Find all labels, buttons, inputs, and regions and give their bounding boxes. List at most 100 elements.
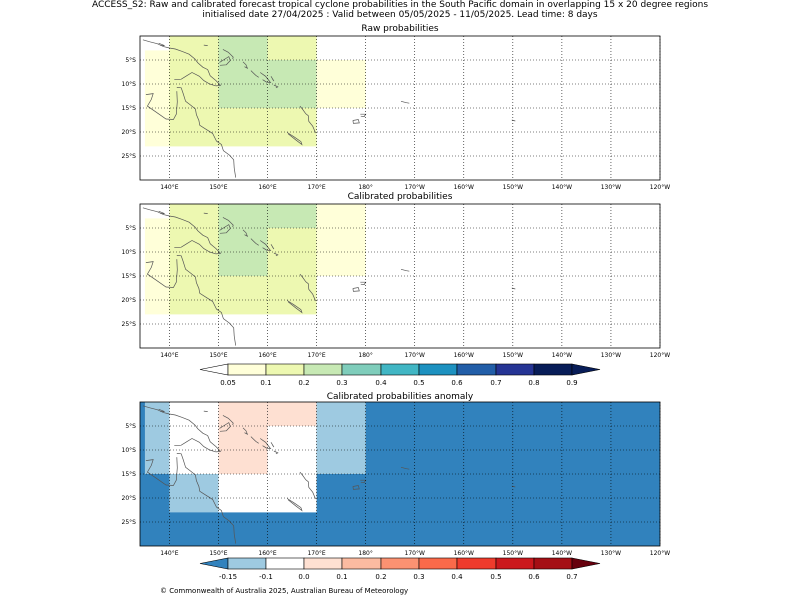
raw-xtick-label: 130°W xyxy=(601,184,621,191)
anom-colorbar-over-triangle xyxy=(571,557,601,570)
anomaly-coastline xyxy=(158,408,165,412)
prob-colorbar-swatch xyxy=(265,363,305,376)
anomaly-region-cell xyxy=(267,402,317,426)
anomaly-region-cell xyxy=(169,402,219,474)
anom-colorbar-swatch xyxy=(456,557,497,570)
anom-colorbar-tick-label: -0.1 xyxy=(259,573,273,581)
anom-colorbar-tick-label: 0.5 xyxy=(490,573,501,581)
raw-xtick-label: 180° xyxy=(358,184,372,191)
anomaly-xtick-label: 170°W xyxy=(405,550,425,557)
calibrated-xtick-label: 140°W xyxy=(552,352,572,359)
raw-ytick-label: 25°S xyxy=(122,153,137,160)
calibrated-coastline xyxy=(242,229,249,237)
raw-panel-title: Raw probabilities xyxy=(361,24,439,34)
prob-colorbar-swatch xyxy=(533,363,573,376)
prob-colorbar-swatch xyxy=(456,363,497,376)
anomaly-xtick-label: 140°E xyxy=(160,550,178,557)
anom-colorbar-swatch xyxy=(265,557,305,570)
prob-colorbar-swatch xyxy=(418,363,458,376)
anomaly-coastline xyxy=(203,410,208,412)
anomaly-panel-title: Calibrated probabilities anomaly xyxy=(326,392,474,402)
calibrated-region-cell xyxy=(316,204,366,276)
calibrated-ytick-label: 15°S xyxy=(122,273,137,280)
anom-colorbar-swatch xyxy=(303,557,343,570)
raw-ytick-label: 15°S xyxy=(122,105,137,112)
anomaly-xtick-label: 120°W xyxy=(650,550,670,557)
raw-region-cell xyxy=(218,108,268,147)
anom-colorbar-tick-label: 0.1 xyxy=(336,573,347,581)
calibrated-coastline xyxy=(287,300,303,314)
prob-colorbar-tick-label: 0.5 xyxy=(413,379,424,387)
anomaly-coastline xyxy=(360,479,367,483)
raw-region-cell xyxy=(267,60,317,108)
calibrated-xtick-label: 130°W xyxy=(601,352,621,359)
raw-coastline xyxy=(352,119,360,124)
raw-region-cell xyxy=(218,36,268,108)
calibrated-region-cell xyxy=(218,228,268,276)
raw-xtick-label: 120°W xyxy=(650,184,670,191)
raw-coastline xyxy=(203,44,208,46)
anomaly-ytick-label: 15°S xyxy=(122,471,137,478)
calibrated-coastline xyxy=(299,273,316,302)
anom-colorbar-tick-label: 0.3 xyxy=(413,573,424,581)
raw-coastline xyxy=(222,49,234,60)
calibrated-coastline xyxy=(142,207,222,255)
anomaly-coastline xyxy=(299,471,316,500)
raw-coastline xyxy=(158,42,165,46)
prob-colorbar-tick-label: 0.6 xyxy=(451,379,463,387)
calibrated-coastline xyxy=(352,287,360,292)
calibrated-region-cell xyxy=(144,218,170,315)
anom-colorbar-swatch xyxy=(495,557,535,570)
anom-colorbar-swatch xyxy=(533,557,573,570)
anom-colorbar-swatch xyxy=(418,557,458,570)
anomaly-xtick-label: 150°E xyxy=(209,550,227,557)
prob-colorbar-swatch xyxy=(380,363,420,376)
calibrated-xtick-label: 140°E xyxy=(160,352,178,359)
raw-coastline xyxy=(400,100,410,104)
raw-coastline xyxy=(273,84,279,89)
anomaly-coastline xyxy=(352,485,360,490)
anom-colorbar-tick-label: 0.6 xyxy=(528,573,540,581)
raw-ytick-label: 10°S xyxy=(122,81,137,88)
anomaly-coastline xyxy=(273,450,279,455)
anomaly-coastline xyxy=(250,436,259,444)
calibrated-map-frame xyxy=(139,203,661,349)
anom-colorbar-tick-label: -0.15 xyxy=(219,573,237,581)
anomaly-map-frame xyxy=(139,401,661,547)
anom-colorbar-under-triangle xyxy=(199,557,229,570)
calibrated-coastline xyxy=(158,210,165,214)
copyright-footer: © Commonwealth of Australia 2025, Austra… xyxy=(160,587,409,595)
raw-xtick-label: 160°E xyxy=(258,184,276,191)
prob-colorbar-tick-label: 0.3 xyxy=(336,379,347,387)
calibrated-panel-title: Calibrated probabilities xyxy=(347,192,453,202)
anomaly-region-cell xyxy=(316,402,366,474)
calibrated-xtick-label: 170°E xyxy=(307,352,325,359)
anomaly-xtick-label: 160°W xyxy=(454,550,474,557)
raw-xtick-label: 140°W xyxy=(552,184,572,191)
calibrated-ytick-label: 25°S xyxy=(122,321,137,328)
calibrated-coastline xyxy=(273,252,279,257)
calibrated-coastline xyxy=(222,217,234,228)
anomaly-xtick-label: 160°E xyxy=(258,550,276,557)
anom-colorbar-tick-label: 0.4 xyxy=(451,573,463,581)
prob-colorbar-swatch xyxy=(303,363,343,376)
raw-map-frame xyxy=(139,35,661,181)
anom-colorbar-swatch xyxy=(380,557,420,570)
raw-region-cell xyxy=(267,108,317,147)
prob-colorbar-under-triangle xyxy=(199,363,229,376)
anomaly-coastline xyxy=(511,485,516,488)
raw-xtick-label: 140°E xyxy=(160,184,178,191)
anom-colorbar-tick-label: 0.0 xyxy=(298,573,309,581)
prob-colorbar-tick-label: 0.2 xyxy=(298,379,309,387)
raw-xtick-label: 150°W xyxy=(503,184,523,191)
raw-coastline xyxy=(511,119,516,122)
raw-xtick-label: 170°E xyxy=(307,184,325,191)
raw-region-cell xyxy=(169,36,219,147)
raw-coastline xyxy=(287,132,303,146)
calibrated-ytick-label: 10°S xyxy=(122,249,137,256)
raw-ytick-label: 5°S xyxy=(125,57,136,64)
figure-title-line2: initialised date 27/04/2025 : Valid betw… xyxy=(202,10,598,20)
calibrated-ytick-label: 5°S xyxy=(125,225,136,232)
calibrated-coastline xyxy=(259,240,272,252)
calibrated-xtick-label: 150°W xyxy=(503,352,523,359)
